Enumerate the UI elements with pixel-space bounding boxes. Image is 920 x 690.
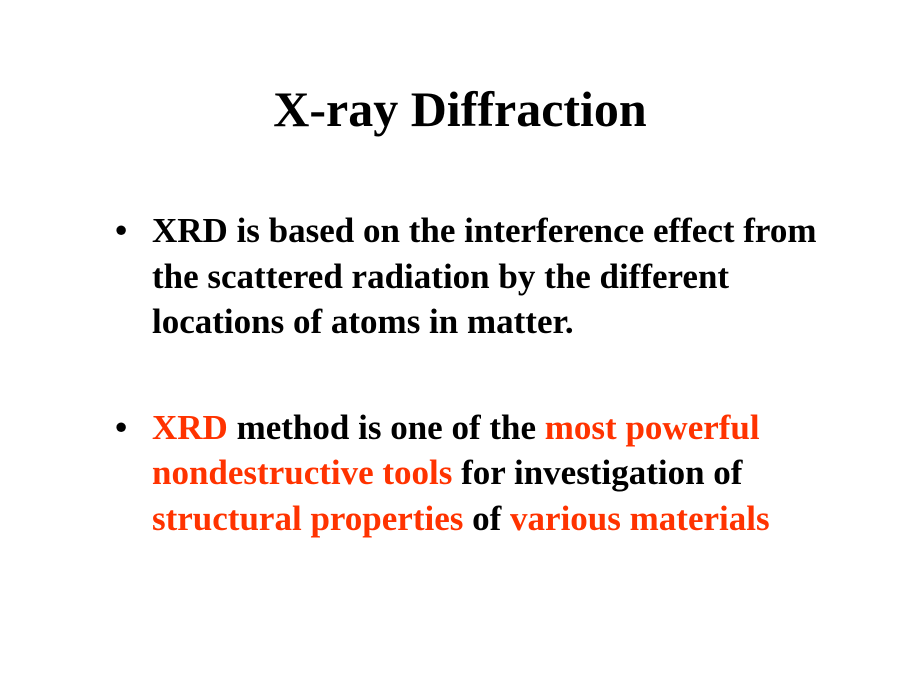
- slide: X-ray Diffraction XRD is based on the in…: [0, 0, 920, 690]
- bullet-list: XRD is based on the interference effect …: [110, 208, 830, 541]
- bullet2-part2: method is one of the: [228, 408, 545, 447]
- slide-title: X-ray Diffraction: [80, 80, 840, 138]
- bullet-item-1: XRD is based on the interference effect …: [110, 208, 830, 345]
- bullet2-part7: various materials: [510, 499, 770, 538]
- bullet2-part5: structural properties: [152, 499, 463, 538]
- bullet2-part6: of: [463, 499, 510, 538]
- bullet1-text: XRD is based on the interference effect …: [152, 211, 817, 341]
- bullet-item-2: XRD method is one of the most powerful n…: [110, 405, 830, 542]
- bullet2-part1: XRD: [152, 408, 228, 447]
- bullet2-part4: for investigation of: [452, 453, 742, 492]
